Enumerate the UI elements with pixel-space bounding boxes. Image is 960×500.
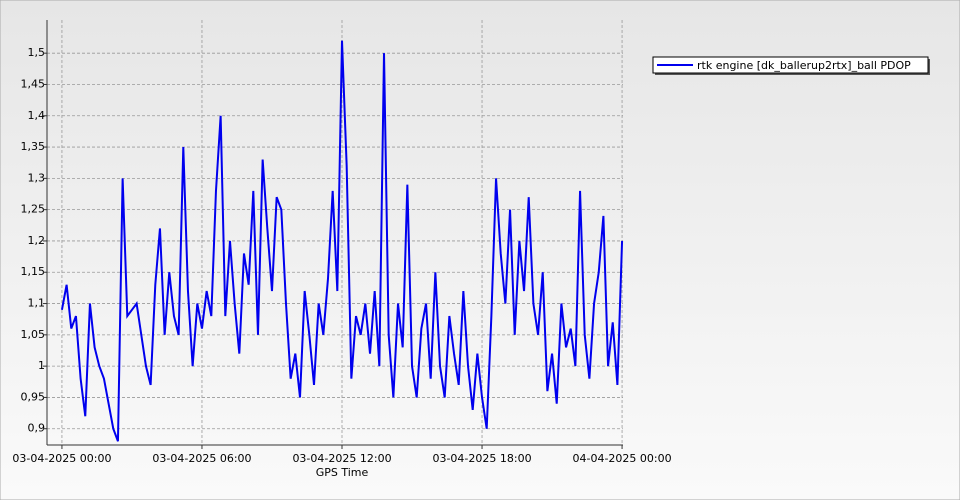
x-tick-label: 03-04-2025 06:00 [152, 452, 251, 465]
y-tick-label: 1,15 [21, 265, 46, 278]
y-tick-label: 1,25 [21, 203, 46, 216]
y-tick-label: 1,4 [28, 109, 46, 122]
x-tick-label: 03-04-2025 12:00 [292, 452, 391, 465]
y-tick-label: 1,5 [28, 46, 46, 59]
legend-label: rtk engine [dk_ballerup2rtx]_ball PDOP [697, 59, 911, 72]
x-tick-label: 04-04-2025 00:00 [573, 452, 672, 465]
legend-box [652, 56, 929, 74]
x-tick-label: 03-04-2025 18:00 [432, 452, 531, 465]
y-tick-label: 1,2 [28, 234, 46, 247]
legend: rtk engine [dk_ballerup2rtx]_ball PDOP [652, 56, 930, 75]
y-tick-label: 1,3 [28, 171, 46, 184]
y-tick-label: 1 [38, 359, 45, 372]
x-tick-label: 03-04-2025 00:00 [12, 452, 111, 465]
y-tick-label: 1,1 [28, 297, 46, 310]
y-tick-label: 0,9 [28, 422, 46, 435]
y-tick-label: 1,35 [21, 140, 46, 153]
y-tick-label: 1,05 [21, 328, 46, 341]
y-tick-label: 1,45 [21, 77, 46, 90]
y-tick-label: 0,95 [21, 390, 46, 403]
x-axis-label: GPS Time [316, 466, 369, 479]
data-line [60, 40, 624, 442]
